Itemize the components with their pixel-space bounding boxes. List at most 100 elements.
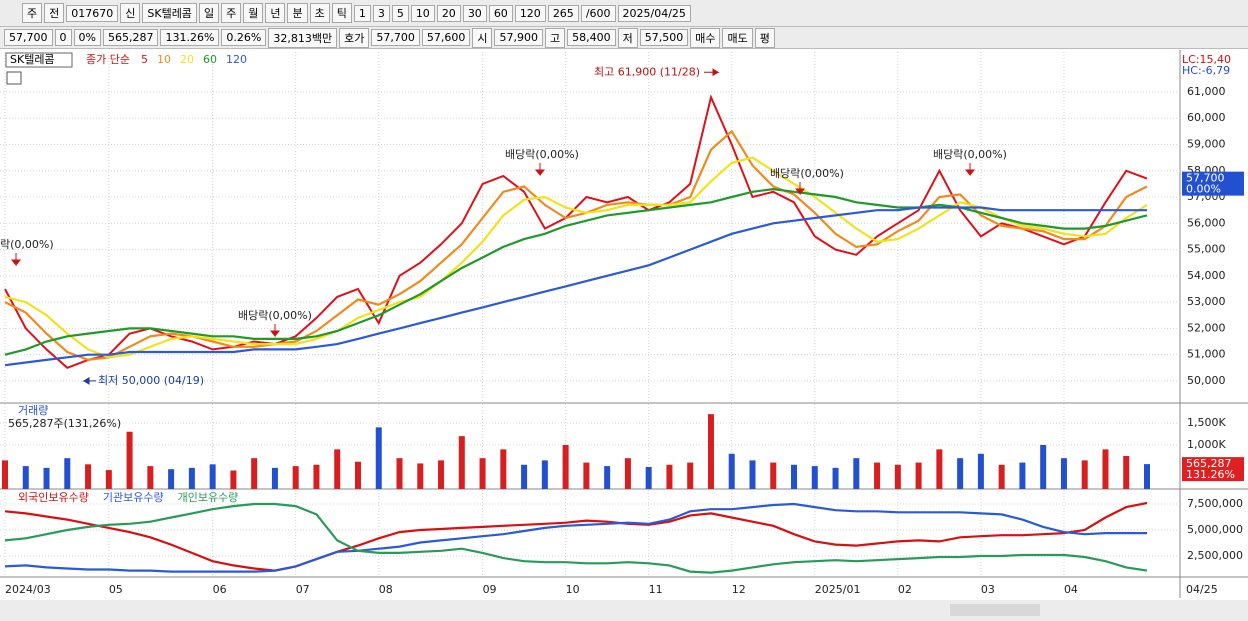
panel-subtitle: 565,287주(131,26%) — [8, 417, 121, 430]
toolbar-item[interactable]: 평 — [754, 27, 775, 48]
last-box — [1182, 171, 1244, 196]
toolbar-item[interactable]: SK텔레콤 — [142, 3, 197, 23]
toolbar-item[interactable]: 565,287 — [102, 29, 159, 46]
x-tick-label: 11 — [649, 583, 663, 596]
x-tick-label: 07 — [296, 583, 310, 596]
toolbar-item[interactable]: 전 — [44, 3, 65, 23]
toolbar-item[interactable]: 57,600 — [421, 29, 471, 46]
title-box — [5, 52, 73, 68]
x-tick-label: 05 — [109, 583, 123, 596]
toolbar-item[interactable]: 월 — [243, 3, 264, 23]
toolbar-item[interactable]: 일 — [198, 3, 220, 23]
volume-bar — [874, 462, 881, 489]
volume-bar — [64, 458, 71, 489]
volume-bar — [1123, 455, 1130, 489]
volume-bar — [396, 458, 403, 489]
dividend-marker: 배당락(0,00%) — [238, 309, 312, 322]
scroll-thumb[interactable] — [950, 604, 1040, 616]
toolbar-item[interactable]: 30 — [462, 4, 487, 22]
toolbar-item[interactable]: /600 — [580, 4, 616, 22]
volume-bar — [417, 463, 424, 489]
volume-bar — [1060, 458, 1067, 489]
toolbar-item[interactable]: 분 — [287, 3, 308, 23]
legend-entry: 개인보유수량 — [178, 491, 239, 504]
toolbar-item[interactable]: 초 — [309, 3, 330, 23]
toolbar-item[interactable]: 신 — [120, 3, 141, 23]
toolbar-item[interactable]: 고 — [544, 27, 566, 48]
x-tick-label: 2025/01 — [815, 583, 861, 596]
toolbar-item[interactable]: 0% — [73, 29, 101, 46]
toolbar-item[interactable]: 년 — [265, 3, 286, 23]
volume-bar — [541, 460, 548, 489]
series-line — [4, 206, 1147, 367]
y-tick-label: 52,000 — [1187, 321, 1226, 334]
arrow — [704, 68, 720, 77]
series-line — [4, 502, 1148, 574]
toolbar-item[interactable]: 틱 — [331, 3, 352, 23]
volume-bar — [1102, 449, 1109, 489]
toolbar-item[interactable]: 매도 — [722, 27, 753, 48]
toolbar-item[interactable]: 주 — [221, 3, 242, 23]
marker-arrow — [964, 163, 976, 177]
toolbar-item[interactable]: 017670 — [66, 4, 119, 22]
volume-bar — [334, 449, 341, 489]
legend-entry: 기관보유수량 — [103, 491, 164, 504]
volume-bar — [147, 466, 154, 489]
scrollbar[interactable] — [0, 600, 1248, 621]
volume-bar — [728, 453, 735, 489]
toolbar-item[interactable]: 매수 — [690, 27, 721, 48]
toolbar-item[interactable]: 3 — [372, 4, 390, 22]
dividend-marker: 락(0,00%) — [0, 238, 54, 251]
toolbar-item[interactable]: 131.26% — [160, 29, 220, 46]
last-box — [1182, 457, 1244, 482]
panel-title: 거래량 — [18, 404, 48, 417]
volume-bar — [438, 460, 445, 489]
volume-bar — [126, 431, 133, 489]
volume-bar — [707, 414, 714, 489]
y-tick-label: 59,000 — [1187, 137, 1226, 150]
x-tick-label: 12 — [732, 583, 746, 596]
toolbar-item[interactable]: 저 — [617, 27, 638, 48]
volume-bar — [292, 466, 299, 489]
volume-bar — [105, 470, 112, 489]
volume-bar — [936, 449, 943, 489]
toolbar-item[interactable]: 57,700 — [371, 29, 420, 46]
marker-arrow — [10, 253, 22, 267]
toolbar-item[interactable]: 0 — [54, 29, 72, 46]
toolbar-item[interactable]: 58,400 — [567, 29, 616, 46]
toolbar-item[interactable]: 120 — [514, 4, 546, 22]
toolbar-item[interactable]: 60 — [488, 4, 513, 22]
toolbar-item[interactable]: 57,900 — [494, 29, 543, 46]
toolbar-item[interactable]: 0.26% — [221, 29, 267, 46]
volume-bar — [977, 453, 984, 489]
last-label: 565,287 — [1186, 457, 1232, 470]
toolbar-item[interactable]: 시 — [472, 27, 493, 48]
y-tick-label: 1,000K — [1187, 438, 1226, 451]
toolbar-item[interactable]: 5 — [391, 4, 409, 22]
y-tick-label: 53,000 — [1187, 295, 1226, 308]
arrow — [82, 377, 96, 385]
toolbar-item[interactable]: 32,813백만 — [268, 27, 338, 48]
toolbar-item[interactable]: 2025/04/25 — [617, 4, 691, 22]
toolbar-item[interactable]: 265 — [547, 4, 579, 22]
toolbar-item[interactable]: 57,500 — [639, 29, 689, 46]
annotation: 최고 61,900 (11/28) — [594, 65, 700, 78]
toolbar-item[interactable]: 호가 — [339, 27, 370, 48]
toolbar-item[interactable]: 주 — [22, 3, 43, 23]
toolbar-item[interactable]: 1 — [353, 4, 371, 22]
volume-bar — [271, 467, 278, 489]
volume-bar — [168, 469, 175, 489]
marker-arrow — [269, 324, 281, 338]
toolbar-item[interactable]: 10 — [410, 4, 435, 22]
y-tick-label: 7,500,000 — [1187, 497, 1243, 510]
last-sub: 131.26% — [1186, 468, 1235, 481]
chart-title: SK텔레콤 — [10, 53, 55, 66]
volume-bar — [604, 466, 611, 489]
dividend-marker: 배당락(0,00%) — [505, 148, 579, 161]
marker-arrow — [794, 182, 806, 196]
toolbar-item[interactable]: 57,700 — [4, 29, 53, 46]
icon — [6, 71, 22, 85]
volume-bar — [479, 458, 486, 489]
volume-bar — [43, 467, 50, 489]
toolbar-item[interactable]: 20 — [436, 4, 461, 22]
